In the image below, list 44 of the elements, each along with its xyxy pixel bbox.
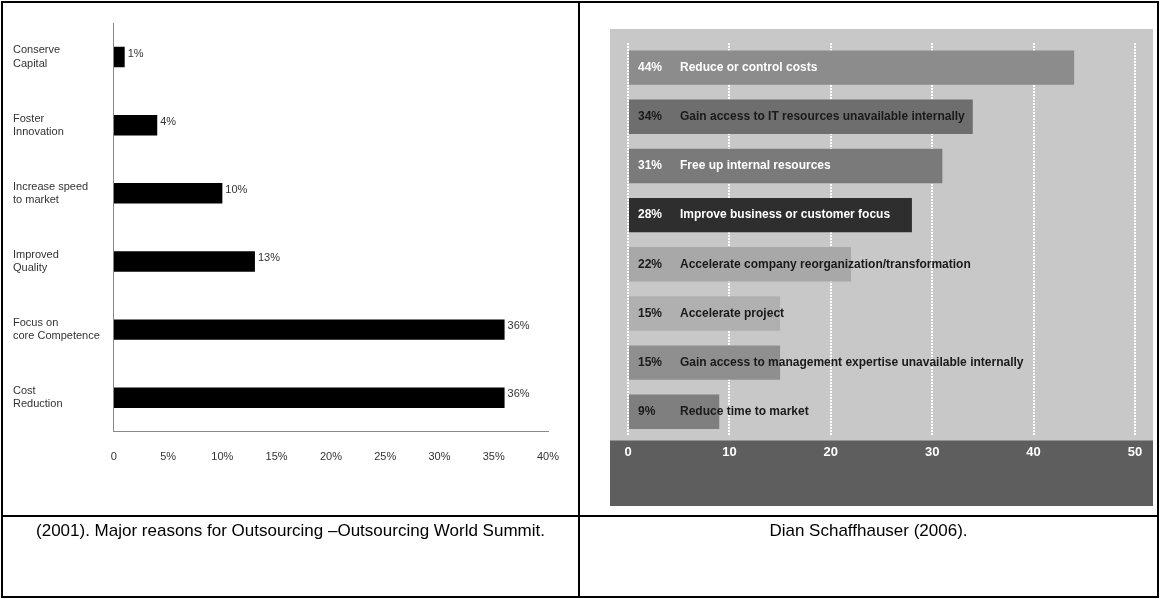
x-tick-label: 40%: [536, 450, 560, 463]
y-tick-label: Conserve Capital: [13, 43, 61, 69]
data-label: 15%: [638, 305, 663, 320]
data-label: 10%: [225, 182, 248, 195]
x-tick-label: 20: [823, 443, 839, 459]
data-label: 13%: [257, 251, 281, 263]
data-label: 36%: [507, 319, 530, 332]
data-label: 4%: [160, 114, 177, 127]
x-tick-label: 25%: [374, 450, 397, 463]
category-label: Accelerate project: [680, 305, 785, 320]
x-tick-label: 30: [924, 443, 940, 459]
data-label: 15%: [638, 354, 663, 369]
y-tick-label: Improved Quality: [13, 247, 59, 274]
data-label: 44%: [638, 59, 663, 74]
data-label: 34%: [638, 109, 663, 124]
data-label: 22%: [638, 256, 663, 271]
x-tick-label: 20%: [319, 450, 343, 463]
category-label: Gain access to IT resources unavailable internally: [680, 109, 965, 124]
y-tick-label: Increase speed to market: [13, 179, 89, 205]
category-label: Reduce or control costs: [680, 59, 818, 74]
text: Dian Schaffhauser (2006).: [768, 521, 969, 541]
x-tick-label: 40: [1026, 443, 1041, 459]
x-tick-label: 5%: [160, 450, 177, 463]
x-tick-label: 10%: [211, 450, 234, 463]
y-tick-label: Foster Innovation: [13, 111, 64, 137]
data-label: 1%: [127, 46, 144, 59]
data-label: 9%: [638, 404, 656, 419]
data-label: 28%: [638, 207, 663, 222]
data-label: 36%: [507, 387, 530, 400]
data-label: 31%: [638, 158, 663, 173]
y-tick-label: Cost Reduction: [13, 384, 63, 410]
text: (2001). Major reasons for Outsourcing –Outsourcing World Summit.: [35, 521, 546, 541]
x-tick-label: 0: [110, 450, 117, 463]
category-label: Improve business or customer focus: [680, 207, 891, 222]
x-tick-label: 10: [722, 443, 737, 459]
category-label: Gain access to management expertise unavailable internally: [680, 354, 1024, 369]
x-tick-label: 35%: [482, 450, 505, 463]
x-tick-label: 30%: [428, 450, 451, 463]
y-tick-label: Focus on core Competence: [13, 316, 100, 342]
category-label: Accelerate company reorganization/transformation: [680, 256, 971, 271]
category-label: Free up internal resources: [680, 158, 831, 173]
x-tick-label: 50: [1127, 443, 1143, 459]
x-tick-label: 0: [624, 443, 632, 459]
x-tick-label: 15%: [265, 450, 288, 463]
